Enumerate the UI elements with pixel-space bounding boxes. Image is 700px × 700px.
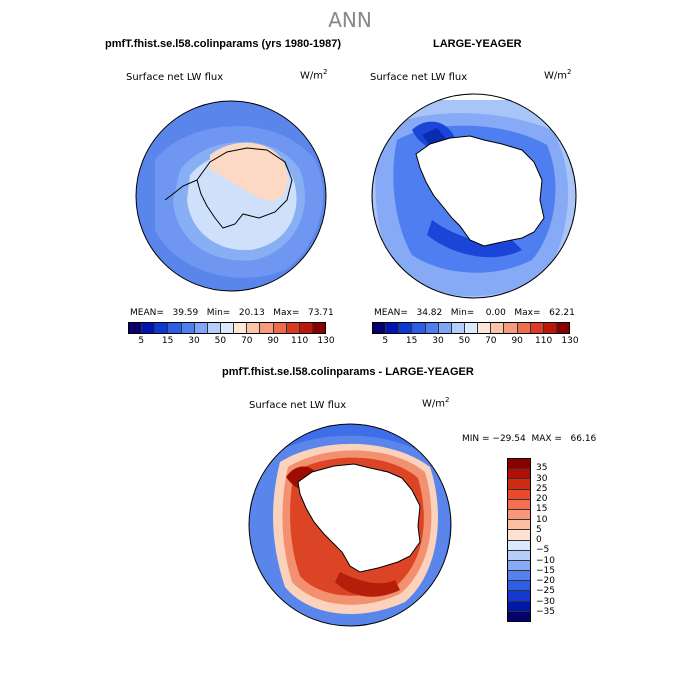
colorbar-tick-label: 25 (536, 483, 548, 494)
colorbar-swatch (530, 323, 544, 333)
colorbar-swatch (438, 323, 452, 333)
colorbar-swatch (386, 323, 400, 333)
colorbar-tick-label: 20 (536, 494, 548, 504)
colorbar-tick-label: 5 (138, 336, 145, 346)
panel3-colorbar-ticks: 35 30 25 20 15 10 5 0 −5 −10 −15 −20 −25 −30 −35 (536, 458, 566, 622)
colorbar-tick-label: −25 (536, 586, 555, 597)
panel1-colorbar: 5 15 30 50 70 90 110 130 (128, 322, 335, 346)
colorbar-tick-label: 15 (405, 336, 418, 346)
colorbar-tick-label: 50 (458, 336, 471, 346)
colorbar-swatch (508, 459, 530, 470)
colorbar-tick-label: 5 (536, 524, 542, 535)
panel3-units: W/m2 (422, 396, 450, 410)
panel3-stats: MIN = −29.54 MAX = 66.16 (462, 434, 597, 444)
colorbar-swatch (508, 530, 530, 541)
panel1-variable-label: Surface net LW flux (126, 72, 224, 83)
colorbar-swatch (508, 601, 530, 612)
colorbar-swatch (273, 323, 287, 333)
panel1-stats: MEAN= 39.59 Min= 20.13 Max= 73.71 (130, 308, 334, 318)
colorbar-tick-label: 50 (214, 336, 227, 346)
colorbar-tick-label: 15 (536, 504, 548, 515)
colorbar-swatch (517, 323, 531, 333)
colorbar-swatch (508, 520, 530, 531)
colorbar-tick-label: −10 (536, 555, 555, 566)
colorbar-tick-label: 130 (561, 336, 579, 346)
panel1-units: W/m2 (300, 68, 328, 82)
panel2-units: W/m2 (544, 68, 572, 82)
colorbar-swatch (508, 550, 530, 561)
colorbar-swatch (425, 323, 439, 333)
colorbar-swatch (220, 323, 235, 333)
colorbar-swatch (508, 469, 530, 480)
colorbar-tick-label: 30 (188, 336, 200, 346)
panel2-stats: MEAN= 34.82 Min= 0.00 Max= 62.21 (374, 308, 575, 318)
colorbar-tick-label: −5 (536, 545, 550, 556)
panel2-colorbar: 5 15 30 50 70 90 110 130 (372, 322, 579, 346)
colorbar-swatch (508, 560, 530, 572)
colorbar-swatch (260, 323, 274, 333)
colorbar-tick-label: −30 (536, 596, 555, 607)
colorbar-tick-label: −35 (536, 606, 555, 617)
colorbar-swatch (194, 323, 208, 333)
colorbar-swatch (508, 591, 530, 602)
colorbar-tick-label: 5 (382, 336, 389, 346)
colorbar-tick-label: 10 (536, 514, 548, 525)
colorbar-tick-label: 110 (535, 336, 553, 346)
colorbar-swatch (142, 323, 156, 333)
colorbar-swatch (412, 323, 426, 333)
colorbar-tick-label: 30 (536, 473, 548, 484)
colorbar-swatch (556, 323, 570, 333)
colorbar-swatch (543, 323, 557, 333)
colorbar-tick-label: 110 (291, 336, 309, 346)
panel3-map (248, 423, 452, 627)
colorbar-swatch (504, 323, 518, 333)
colorbar-swatch (247, 323, 261, 333)
colorbar-swatch (155, 323, 169, 333)
colorbar-swatch (508, 581, 530, 592)
colorbar-swatch (234, 323, 248, 333)
colorbar-swatch (508, 499, 530, 510)
colorbar-tick-label: 0 (536, 535, 542, 545)
colorbar-swatch (508, 509, 530, 521)
colorbar-tick-label: 130 (317, 336, 335, 346)
colorbar-swatch (181, 323, 195, 333)
colorbar-swatch (478, 323, 492, 333)
panel3-colorbar (507, 458, 531, 622)
panel3-title: pmfT.fhist.se.l58.colinparams - LARGE-YE… (222, 366, 474, 378)
colorbar-swatch (129, 323, 143, 333)
colorbar-swatch (508, 540, 530, 551)
colorbar-swatch (299, 323, 313, 333)
colorbar-swatch (373, 323, 387, 333)
panel1-title: pmfT.fhist.se.l58.colinparams (yrs 1980-… (105, 38, 341, 50)
panel2-title: LARGE-YEAGER (433, 38, 522, 50)
panel1-map (135, 100, 327, 292)
figure-title: ANN (328, 8, 372, 32)
colorbar-swatch (464, 323, 479, 333)
colorbar-tick-label: 15 (161, 336, 174, 346)
panel3-variable-label: Surface net LW flux (249, 400, 347, 411)
colorbar-swatch (286, 323, 300, 333)
colorbar-tick-label: 90 (511, 336, 523, 346)
colorbar-swatch (508, 489, 530, 500)
colorbar-swatch (312, 323, 326, 333)
colorbar-tick-label: 90 (267, 336, 279, 346)
colorbar-swatch (451, 323, 465, 333)
panel2-map (371, 93, 577, 299)
colorbar-swatch (508, 611, 530, 621)
colorbar-tick-label: 35 (536, 463, 548, 474)
colorbar-tick-label: 30 (432, 336, 444, 346)
colorbar-tick-label: 70 (241, 336, 253, 346)
colorbar-swatch (399, 323, 413, 333)
colorbar-swatch (207, 323, 221, 333)
panel2-variable-label: Surface net LW flux (370, 72, 468, 83)
colorbar-swatch (168, 323, 182, 333)
colorbar-tick-label: −15 (536, 565, 555, 576)
colorbar-swatch (508, 479, 530, 490)
colorbar-tick-label: 70 (485, 336, 497, 346)
colorbar-swatch (508, 571, 530, 582)
colorbar-swatch (491, 323, 505, 333)
colorbar-tick-label: −20 (536, 576, 555, 586)
